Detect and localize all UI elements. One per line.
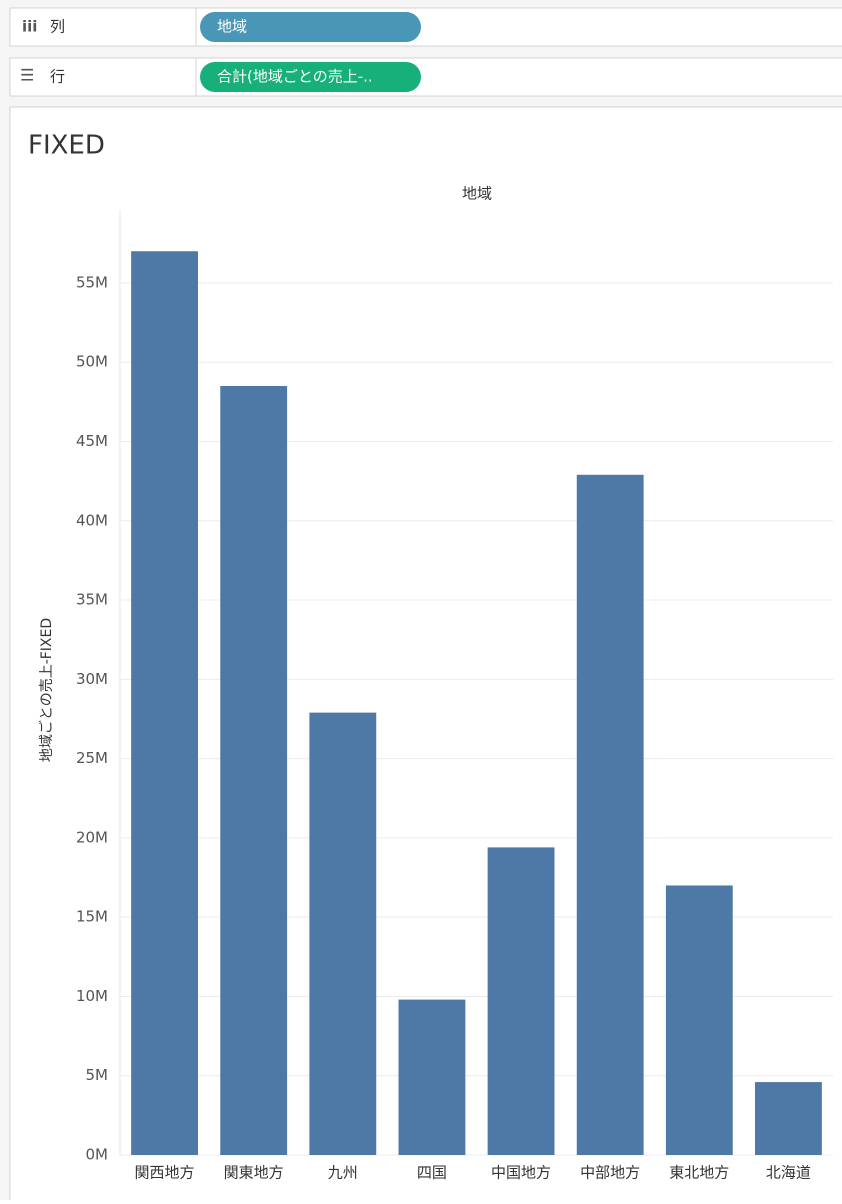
- x-tick-label: 北海道: [766, 1164, 811, 1182]
- bar: [398, 999, 466, 1155]
- y-tick-label: 35M: [76, 591, 108, 609]
- shelf-label: 列: [50, 18, 65, 36]
- shelf-label: 行: [50, 68, 65, 86]
- dimension-pill[interactable]: [200, 12, 421, 42]
- bar: [576, 474, 644, 1155]
- chart-title: FIXED: [28, 131, 105, 161]
- y-tick-label: 20M: [76, 828, 108, 846]
- y-tick-label: 30M: [76, 670, 108, 688]
- columns-shelf: [9, 7, 842, 47]
- bar: [131, 251, 198, 1155]
- x-tick-label: 中部地方: [580, 1164, 640, 1182]
- y-tick-label: 45M: [76, 432, 108, 450]
- measure-pill[interactable]: [200, 62, 421, 92]
- y-tick-label: 25M: [76, 749, 108, 767]
- rows-shelf: [9, 57, 842, 97]
- rows-icon: ☰: [20, 66, 34, 85]
- x-tick-label: 中国地方: [491, 1164, 551, 1182]
- columns-icon: iii: [22, 18, 37, 36]
- bar: [665, 885, 733, 1155]
- x-tick-label: 四国: [417, 1164, 447, 1182]
- x-tick-label: 東北地方: [669, 1164, 729, 1182]
- y-tick-label: 40M: [76, 511, 108, 529]
- y-tick-label: 5M: [86, 1066, 109, 1084]
- y-tick-label: 10M: [76, 987, 108, 1005]
- y-axis-title: 地域ごとの売上-FIXED: [39, 618, 55, 762]
- y-tick-label: 50M: [76, 353, 108, 371]
- y-tick-label: 55M: [76, 273, 108, 291]
- y-tick-label: 0M: [86, 1146, 109, 1164]
- bar: [487, 847, 555, 1155]
- bar: [755, 1082, 822, 1155]
- bar: [220, 385, 288, 1156]
- x-tick-label: 九州: [328, 1164, 358, 1182]
- pill-text: 合計(地域ごとの売上-..: [217, 68, 373, 86]
- y-tick-label: 15M: [76, 908, 108, 926]
- x-tick-label: 関西地方: [135, 1164, 195, 1182]
- bar: [309, 712, 377, 1155]
- x-tick-label: 関東地方: [224, 1164, 284, 1182]
- pill-text: 地域: [217, 18, 247, 36]
- column-header: 地域: [462, 185, 492, 203]
